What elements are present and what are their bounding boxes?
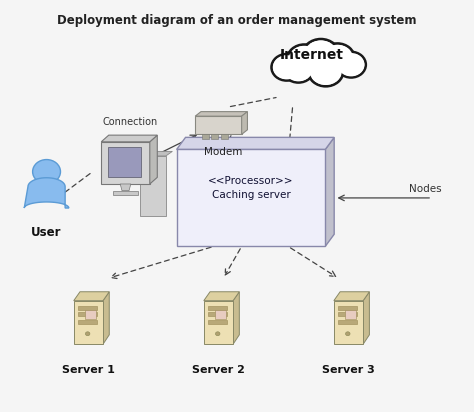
Polygon shape xyxy=(345,309,356,319)
Text: Server 1: Server 1 xyxy=(62,365,115,375)
Polygon shape xyxy=(120,184,131,191)
Text: Connection: Connection xyxy=(102,117,157,127)
Polygon shape xyxy=(108,147,141,177)
Polygon shape xyxy=(101,135,157,142)
Polygon shape xyxy=(101,142,150,184)
Text: Internet: Internet xyxy=(279,48,343,61)
Polygon shape xyxy=(78,306,97,309)
Polygon shape xyxy=(150,135,157,184)
Polygon shape xyxy=(208,312,227,316)
Circle shape xyxy=(289,46,320,73)
Circle shape xyxy=(308,56,343,86)
Polygon shape xyxy=(113,191,138,195)
Polygon shape xyxy=(204,292,239,301)
Polygon shape xyxy=(211,134,219,139)
Text: Deployment diagram of an order management system: Deployment diagram of an order managemen… xyxy=(57,14,417,27)
Polygon shape xyxy=(338,312,357,316)
Circle shape xyxy=(337,53,365,76)
Text: Server 2: Server 2 xyxy=(192,365,245,375)
Polygon shape xyxy=(215,309,226,319)
Polygon shape xyxy=(325,137,334,246)
Circle shape xyxy=(272,54,302,80)
Text: User: User xyxy=(31,226,62,239)
Polygon shape xyxy=(208,320,227,324)
Circle shape xyxy=(273,55,301,80)
Circle shape xyxy=(284,56,313,81)
Circle shape xyxy=(216,332,220,336)
Polygon shape xyxy=(74,292,109,301)
Polygon shape xyxy=(208,306,227,309)
Text: Nodes: Nodes xyxy=(409,184,441,194)
Polygon shape xyxy=(202,134,209,139)
Polygon shape xyxy=(140,156,166,216)
Circle shape xyxy=(304,40,338,70)
Polygon shape xyxy=(78,320,97,324)
Polygon shape xyxy=(195,112,247,116)
Circle shape xyxy=(287,44,321,74)
Polygon shape xyxy=(85,309,96,319)
Circle shape xyxy=(310,57,342,85)
Polygon shape xyxy=(334,301,363,344)
Polygon shape xyxy=(24,178,69,208)
Polygon shape xyxy=(177,137,334,150)
Polygon shape xyxy=(204,301,233,344)
Polygon shape xyxy=(334,292,369,301)
Circle shape xyxy=(302,39,339,71)
Circle shape xyxy=(33,159,61,184)
Polygon shape xyxy=(233,292,239,344)
Polygon shape xyxy=(103,292,109,344)
Circle shape xyxy=(85,332,90,336)
Circle shape xyxy=(337,52,366,77)
Circle shape xyxy=(320,44,355,73)
Polygon shape xyxy=(221,134,228,139)
Circle shape xyxy=(346,332,350,336)
Polygon shape xyxy=(363,292,369,344)
Circle shape xyxy=(283,55,314,82)
Text: Server 3: Server 3 xyxy=(322,365,375,375)
Polygon shape xyxy=(78,312,97,316)
Polygon shape xyxy=(338,306,357,309)
Polygon shape xyxy=(74,301,103,344)
Polygon shape xyxy=(338,320,357,324)
Text: Modem: Modem xyxy=(204,147,242,157)
Polygon shape xyxy=(140,151,173,156)
Polygon shape xyxy=(195,116,242,134)
Polygon shape xyxy=(177,150,325,246)
Circle shape xyxy=(322,45,353,72)
Polygon shape xyxy=(242,112,247,134)
Text: <<Processor>>
Caching server: <<Processor>> Caching server xyxy=(208,176,294,200)
